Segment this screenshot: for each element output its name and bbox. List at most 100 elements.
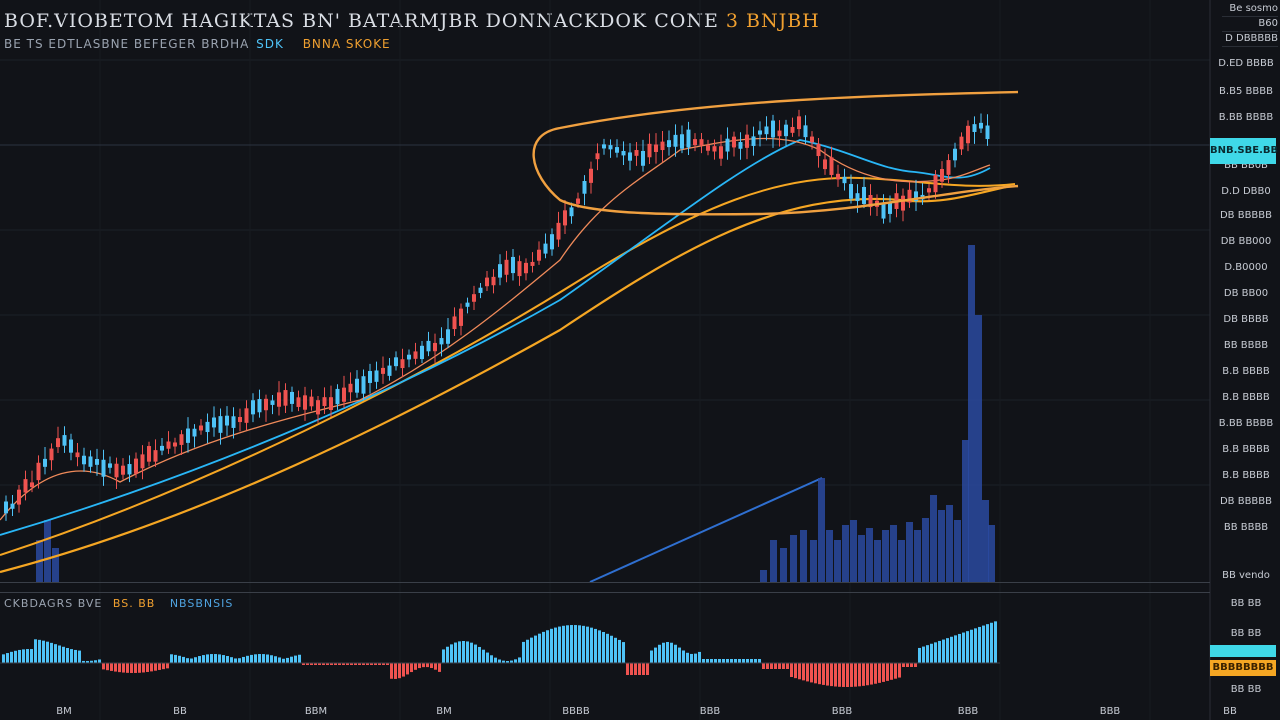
volume-bar	[874, 540, 881, 582]
indicator-bar	[66, 648, 69, 663]
indicator-bar	[418, 663, 421, 669]
indicator-bar	[214, 654, 217, 663]
volume-bar	[898, 540, 905, 582]
indicator-bar	[698, 651, 701, 663]
indicator-bar	[666, 642, 669, 663]
candle-body	[478, 287, 483, 293]
indicator-bar	[730, 659, 733, 663]
candle-body	[153, 450, 158, 462]
time-axis-label: BB	[173, 706, 187, 717]
indicator-bar	[502, 660, 505, 663]
indicator-bar	[994, 621, 997, 663]
indicator-bar	[426, 663, 429, 668]
indicator-bar	[454, 642, 457, 663]
candle-body	[543, 243, 548, 254]
indicator-label-a: CKBDAGRS BVE	[4, 597, 103, 610]
candle-body	[771, 120, 775, 138]
price-axis-label: B.B5 BBBB	[1219, 86, 1273, 97]
indicator-bar	[190, 658, 193, 663]
indicator-bar	[86, 660, 89, 663]
candle-body	[491, 276, 496, 286]
candle-body	[537, 249, 541, 261]
indicator-bar	[954, 635, 957, 663]
corner-line-3: D DBBBBB	[1222, 32, 1278, 47]
indicator-bar	[846, 663, 849, 687]
candle-body	[654, 144, 658, 152]
candle-body	[972, 124, 977, 132]
indicator-bar	[794, 663, 797, 679]
volume-axis-label: BB vendo	[1222, 570, 1270, 581]
indicator-bar	[146, 663, 149, 672]
indicator-bar	[462, 641, 465, 663]
indicator-bar	[974, 628, 977, 663]
volume-divider	[0, 582, 1210, 583]
indicator-bar	[162, 663, 165, 670]
indicator-bar	[198, 656, 201, 663]
indicator-bar	[674, 644, 677, 663]
indicator-bar	[694, 653, 697, 663]
indicator-bar	[670, 642, 673, 663]
candle-body	[361, 376, 366, 394]
candle-body	[30, 482, 34, 488]
candle-body	[69, 439, 73, 453]
indicator-bar	[866, 663, 869, 686]
indicator-bar	[342, 663, 345, 665]
indicator-bar	[690, 653, 693, 663]
candle-body	[816, 143, 821, 157]
indicator-bar	[802, 663, 805, 681]
candle-body	[277, 392, 281, 407]
candle-body	[101, 459, 106, 477]
candle-body	[387, 365, 392, 376]
price-tag-orange: BBBBBBBB	[1210, 660, 1276, 676]
indicator-bar	[582, 625, 585, 663]
price-axis-label: BB BB0B	[1224, 160, 1268, 171]
indicator-bar	[262, 654, 265, 663]
indicator-bar	[314, 663, 317, 665]
candle-body	[745, 134, 749, 148]
candle-body	[452, 316, 457, 330]
indicator-bar	[446, 646, 449, 663]
candle-body	[264, 398, 268, 411]
indicator-bar	[406, 663, 409, 675]
indicator-bar	[130, 663, 133, 673]
indicator-bar	[2, 654, 5, 663]
candle-body	[114, 463, 119, 478]
candle-body	[10, 503, 15, 509]
indicator-bar	[430, 663, 433, 669]
time-axis-label: BBB	[957, 706, 979, 717]
candle-body	[855, 193, 860, 202]
price-axis-label: D.B0000	[1224, 262, 1268, 273]
indicator-bar	[882, 663, 885, 682]
candle-body	[56, 438, 60, 448]
indicator-bar	[770, 663, 773, 669]
candle-body	[719, 146, 723, 159]
candle-body	[660, 141, 665, 151]
indicator-bar	[586, 626, 589, 663]
candle-body	[738, 142, 743, 149]
indicator-bar	[750, 659, 753, 663]
indicator-bar	[626, 663, 629, 675]
indicator-bar	[194, 657, 197, 663]
indicator-bar	[778, 663, 781, 669]
candle-body	[641, 150, 645, 166]
indicator-bar	[962, 632, 965, 663]
candle-body	[17, 489, 21, 505]
volume-bar	[954, 520, 961, 582]
indicator-bar	[890, 663, 893, 680]
indicator-bar	[494, 657, 497, 663]
indicator-bar	[166, 663, 169, 669]
indicator-bar	[822, 663, 825, 685]
indicator-bar	[530, 637, 533, 663]
indicator-bar	[18, 649, 21, 663]
indicator-bar	[906, 663, 909, 667]
volume-bar	[810, 540, 817, 582]
price-axis-label: B.B BBBB	[1222, 470, 1270, 481]
candle-body	[335, 388, 340, 405]
indicator-bar	[362, 663, 365, 665]
indicator-bar	[590, 627, 593, 663]
candle-body	[290, 391, 294, 404]
candle-body	[758, 130, 762, 135]
candle-body	[186, 428, 190, 443]
indicator-bar	[518, 657, 521, 663]
